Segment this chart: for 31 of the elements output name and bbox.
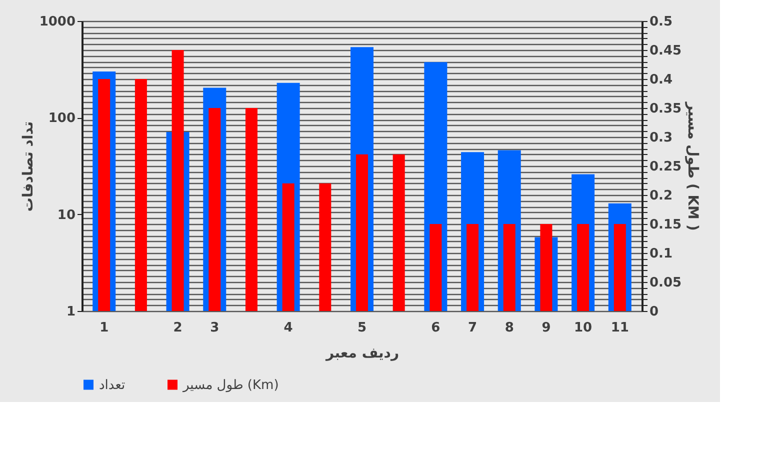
- x-tick-label: 10: [574, 320, 592, 336]
- y2-tick-label: 0.25: [650, 160, 682, 174]
- y2-tick-label: 0: [650, 304, 659, 320]
- x-tick-label: 8: [504, 320, 514, 336]
- x-tick-label: 11: [610, 320, 629, 336]
- x-tick-label: 4: [284, 320, 293, 336]
- y-tick-label: 10: [57, 208, 76, 223]
- y2-tick-label: 0.45: [650, 44, 682, 58]
- y-axis-title: تداد تصادفات: [20, 121, 36, 212]
- y2-tick-label: 0.5: [650, 14, 673, 30]
- legend-label: طول مسیر (Km): [182, 378, 279, 393]
- y2-tick-label: 0.05: [650, 276, 682, 290]
- x-tick-label: 3: [210, 320, 220, 336]
- y2-tick-label: 0.35: [650, 102, 682, 116]
- y2-tick-label: 0.4: [650, 72, 673, 88]
- y2-tick-label: 0.2: [650, 188, 673, 204]
- x-tick-label: 2: [173, 320, 182, 336]
- y2-tick-label: 0.3: [650, 130, 673, 146]
- y-tick-label: 100: [48, 111, 76, 126]
- y2-axis-title: طول مسیر ( KM ): [684, 101, 701, 231]
- x-tick-label: 7: [468, 320, 478, 336]
- y2-tick-label: 0.15: [650, 218, 682, 232]
- y2-tick-label: 0.1: [650, 246, 673, 262]
- x-axis-title: ردیف معبر: [324, 346, 400, 362]
- x-tick-label: 9: [542, 320, 551, 336]
- x-tick-label: 5: [357, 320, 367, 336]
- x-tick-label: 1: [100, 320, 109, 336]
- legend-label: تعداد: [99, 378, 126, 393]
- y-tick-label: 1000: [39, 14, 76, 30]
- x-tick-label: 6: [431, 320, 440, 336]
- y-tick-label: 1: [66, 304, 76, 320]
